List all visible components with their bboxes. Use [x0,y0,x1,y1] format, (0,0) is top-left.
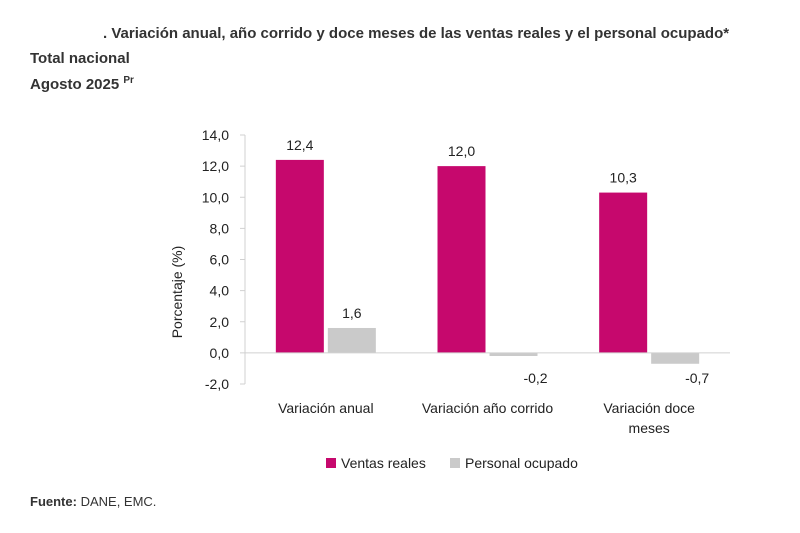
chart-date: Agosto 2025 Pr [30,75,134,93]
legend-label: Personal ocupado [465,455,578,471]
date-note: Pr [123,75,134,86]
data-label: -0,2 [523,370,547,386]
y-axis-label: Porcentaje (%) [169,246,185,339]
bar [437,166,486,353]
y-tick-label: 6,0 [210,252,230,268]
y-tick-label: 14,0 [202,127,229,143]
bar [275,159,324,353]
data-label: 12,0 [448,143,475,159]
data-label: 12,4 [286,137,313,153]
source-label: Fuente: [30,494,77,509]
source-text: DANE, EMC. [80,494,157,509]
data-label: -0,7 [685,370,709,386]
y-tick-label: 0,0 [210,345,230,361]
date: Agosto 2025 [30,76,120,93]
y-tick-label: 4,0 [210,283,230,299]
bar [599,192,648,353]
x-tick-label: Variación año corrido [421,400,554,416]
x-tick-label: Variación doce meses [603,400,695,436]
y-tick-label: 12,0 [202,158,229,174]
data-label: 10,3 [610,170,637,186]
data-label: 1,6 [342,305,362,321]
chart-title: . Variación anual, año corrido y doce me… [103,25,730,42]
y-tick-label: 8,0 [210,220,230,236]
bar [327,327,376,353]
x-tick-label: Variación anual [278,400,374,416]
legend-label: Ventas reales [341,455,426,471]
legend-swatch [450,458,460,468]
legend-swatch [326,458,336,468]
bar [651,352,700,364]
y-tick-label: 10,0 [202,189,229,205]
bar [489,352,538,356]
y-tick-label: -2,0 [205,376,229,392]
chart-subtitle: Total nacional [30,50,130,67]
source: Fuente: DANE, EMC. [30,494,156,509]
y-tick-label: 2,0 [210,314,230,330]
